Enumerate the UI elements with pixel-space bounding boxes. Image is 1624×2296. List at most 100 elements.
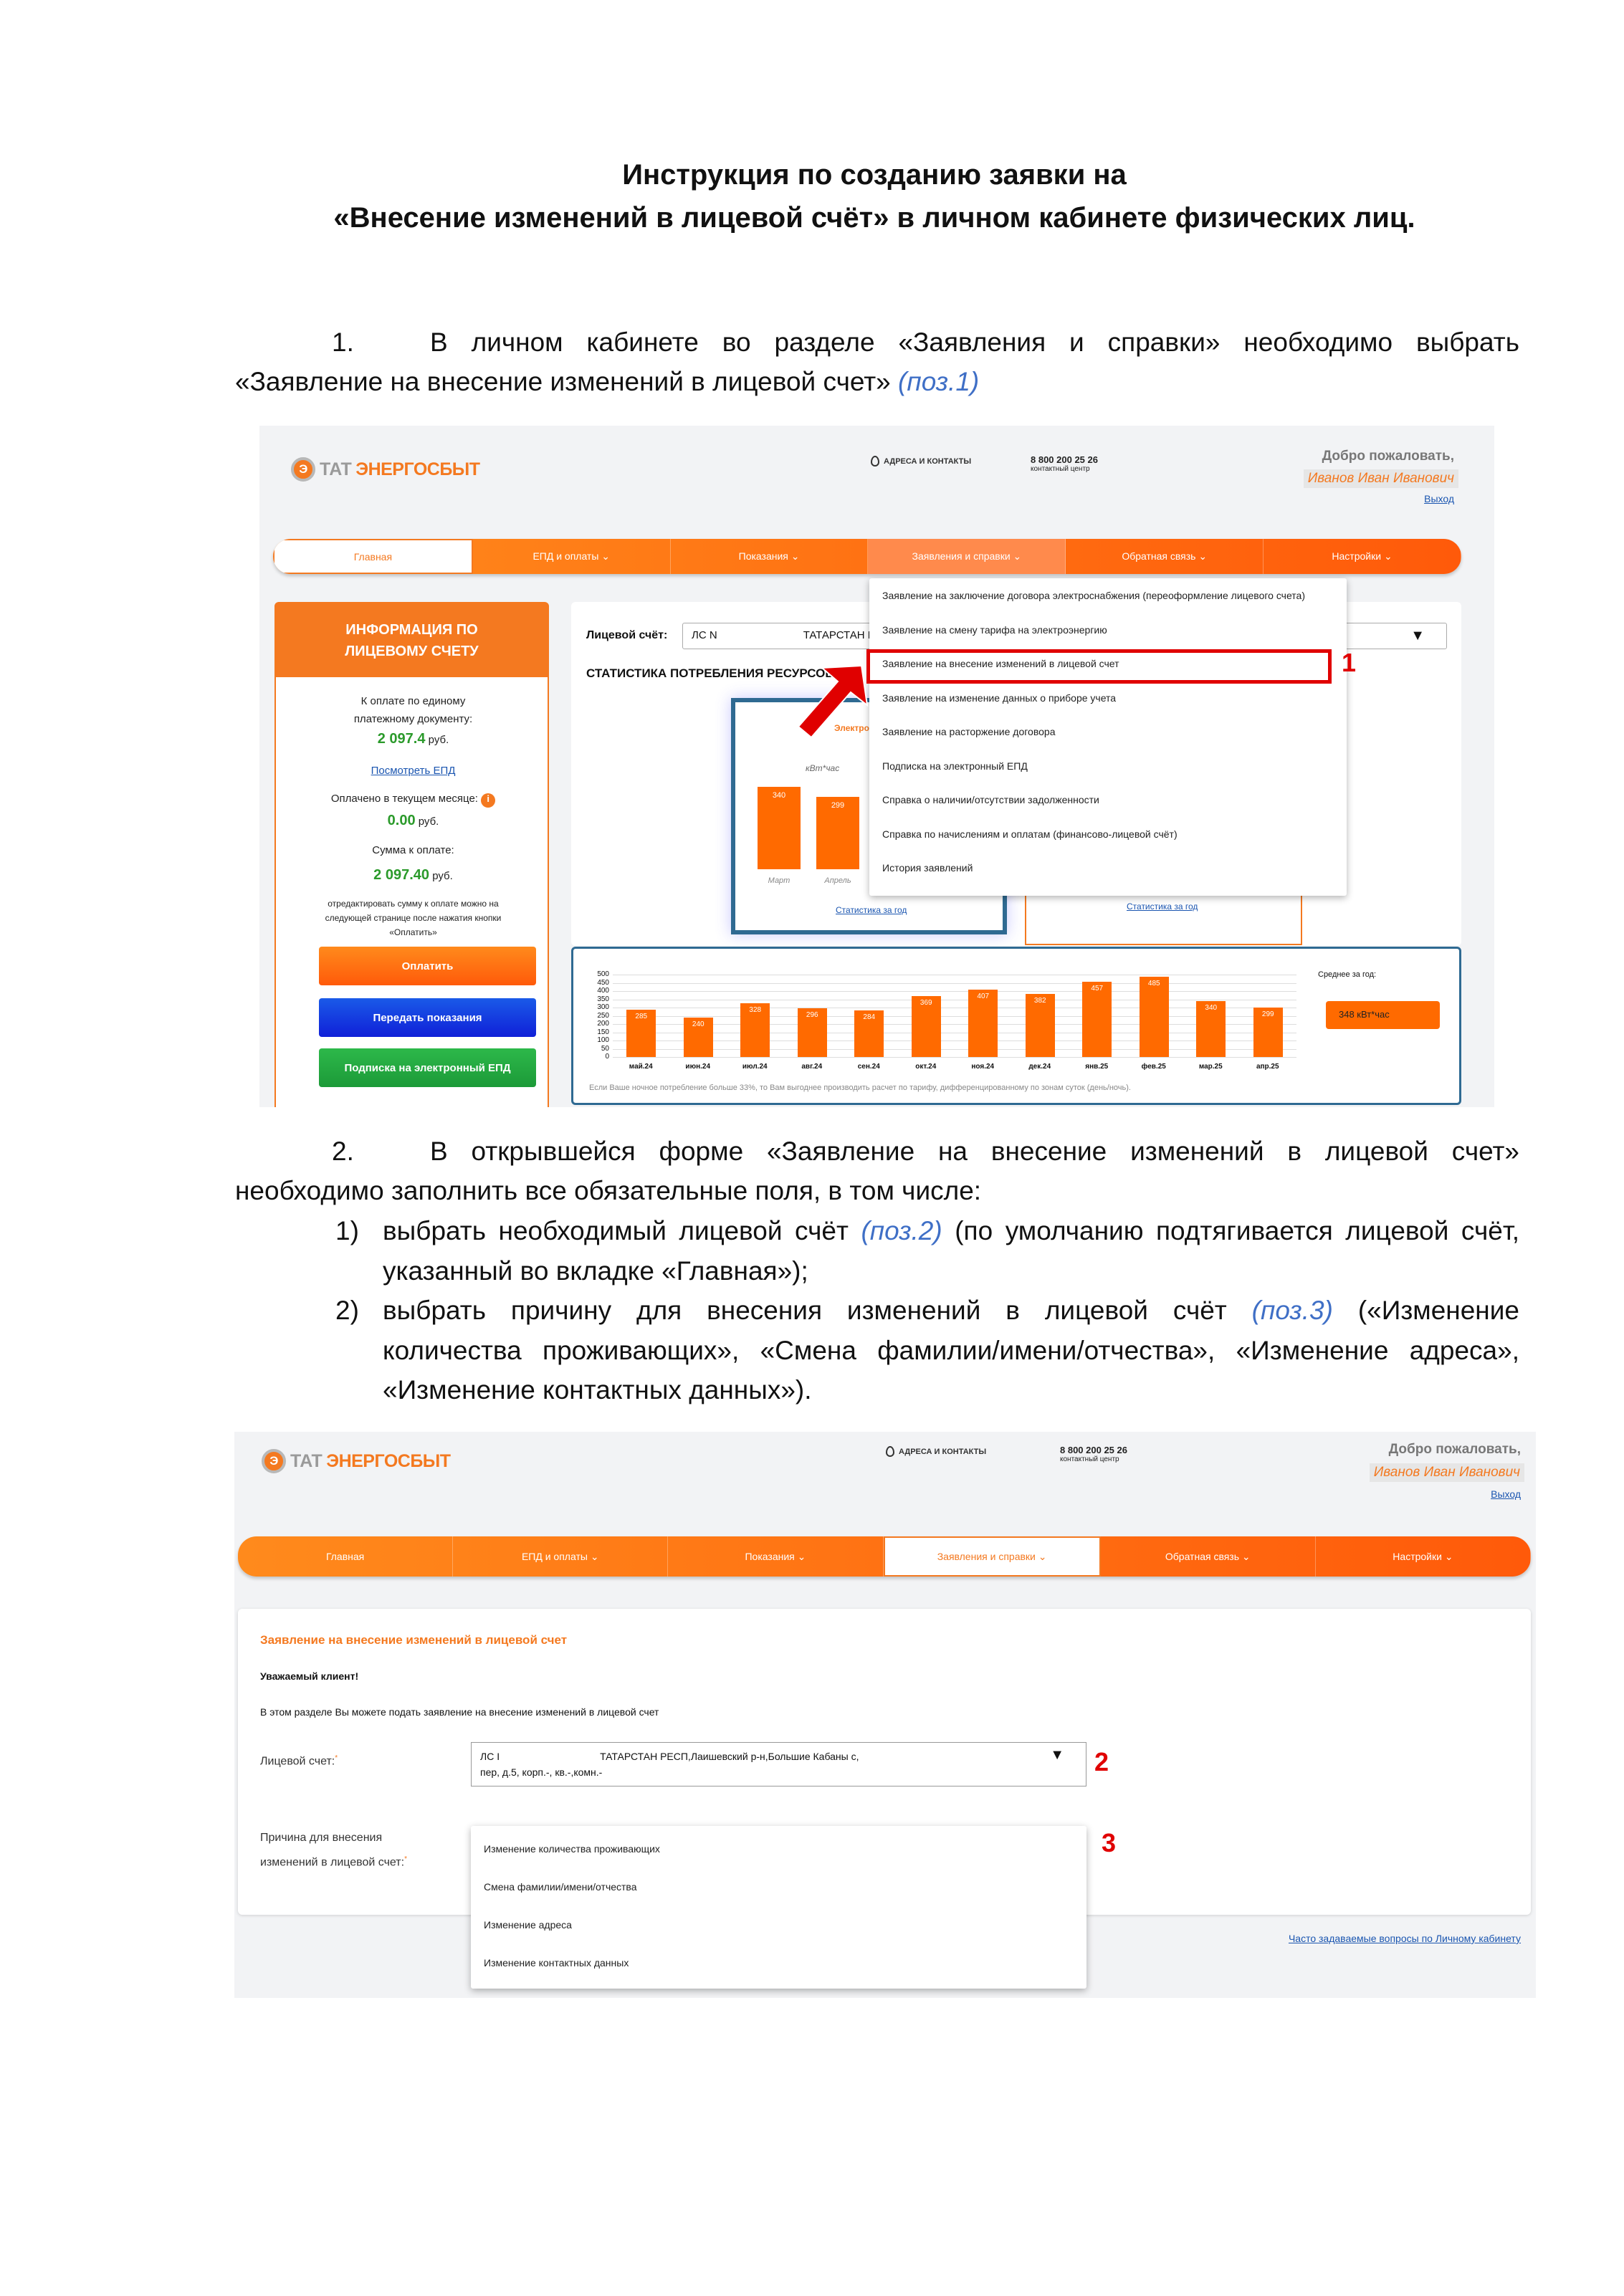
yearly-chart: 0 50 100 150 200 250 300 350 400 450 500 285 май.24 2… <box>591 970 1307 1085</box>
reason-label-2: изменений в лицевой счет: <box>260 1856 405 1869</box>
y-tick-label: 150 <box>597 1028 609 1036</box>
doc-title-line1: Инструкция по созданию заявки на <box>622 159 1127 191</box>
menu-item[interactable]: Подписка на электронный ЕПД <box>882 760 1028 772</box>
logo-mark-icon: Э <box>262 1449 286 1473</box>
nav-readings[interactable]: Показания ⌄ <box>671 539 869 574</box>
item2-line1: выбрать причину для внесения изменений в… <box>383 1296 1519 1326</box>
step1-text: «Заявление на внесение изменений в лицев… <box>235 367 891 396</box>
menu-item[interactable]: Заявление на изменение данных о приборе … <box>882 692 1117 704</box>
nav-home[interactable]: Главная <box>273 539 473 574</box>
item2-text-post: («Изменение <box>1332 1296 1519 1325</box>
required-mark: * <box>335 1754 338 1762</box>
pay-button[interactable]: Оплатить <box>319 947 536 985</box>
edit-note-3: «Оплатить» <box>389 927 437 937</box>
x-tick-label: авг.24 <box>801 1063 823 1071</box>
gridline <box>613 982 1296 984</box>
logo-mark-icon: Э <box>291 457 315 482</box>
y-tick-label: 300 <box>597 1003 609 1011</box>
marker-3: 3 <box>1102 1828 1117 1857</box>
nav-applications[interactable]: Заявления и справки ⌄ <box>883 1536 1101 1577</box>
logout-link[interactable]: Выход <box>1491 1488 1521 1500</box>
logo: Э ТАТ ЭНЕРГОСБЫТ <box>262 1449 451 1473</box>
x-tick-label: янв.25 <box>1085 1063 1109 1071</box>
gridline <box>613 1057 1296 1058</box>
reason-option[interactable]: Изменение контактных данных <box>484 1957 629 1969</box>
account-value: ЛС N <box>692 629 717 641</box>
item1-text: выбрать необходимый лицевой счёт <box>383 1216 861 1245</box>
marker-2: 2 <box>1094 1747 1109 1776</box>
night-usage-footnote: Если Ваше ночное потребление больше 33%,… <box>589 1084 1131 1092</box>
user-name: Иванов Иван Иванович <box>1303 469 1458 488</box>
screenshot-form: Э ТАТ ЭНЕРГОСБЫТ АДРЕСА И КОНТАКТЫ 8 800 2… <box>234 1432 1536 1998</box>
nav-readings[interactable]: Показания ⌄ <box>668 1536 884 1577</box>
nav-home[interactable]: Главная <box>238 1536 454 1577</box>
reason-option[interactable]: Смена фамилии/имени/отчества <box>484 1881 637 1893</box>
currency: руб. <box>418 815 439 828</box>
chart-bar: 340 <box>1196 1000 1226 1057</box>
subscribe-epd-button[interactable]: Подписка на электронный ЕПД <box>319 1048 536 1087</box>
nav-feedback[interactable]: Обратная связь ⌄ <box>1066 539 1264 574</box>
form-title: Заявление на внесение изменений в лицево… <box>260 1633 568 1647</box>
x-tick-label: мар.25 <box>1198 1063 1223 1071</box>
due-label-2: платежному документу: <box>353 713 473 725</box>
menu-item[interactable]: Заявление на внесение изменений в лицево… <box>882 658 1119 669</box>
nav-settings[interactable]: Настройки ⌄ <box>1316 1536 1531 1577</box>
menu-item[interactable]: Справка о наличии/отсутствии задолженнос… <box>882 794 1099 805</box>
step1-number: 1. <box>332 327 354 357</box>
nav-applications[interactable]: Заявления и справки ⌄ <box>868 539 1066 574</box>
logo-text-1: ТАТ <box>290 1450 323 1471</box>
addresses-label: АДРЕСА И КОНТАКТЫ <box>884 456 972 466</box>
account-label-text: Лицевой счет: <box>260 1755 335 1768</box>
x-tick-label: сен.24 <box>857 1063 880 1071</box>
nav-epd[interactable]: ЕПД и оплаты ⌄ <box>453 1536 669 1577</box>
reason-dropdown: Изменение количества проживающих Смена фа… <box>471 1826 1086 1989</box>
y-tick-label: 500 <box>597 970 609 978</box>
year-stats-link[interactable]: Статистика за год <box>836 905 907 915</box>
account-address: ТАТАРСТАН Р <box>803 629 875 641</box>
addresses-link[interactable]: АДРЕСА И КОНТАКТЫ <box>886 1446 986 1457</box>
menu-item[interactable]: Справка по начислениям и оплатам (финанс… <box>882 828 1178 840</box>
card-unit: кВт*час <box>806 763 840 773</box>
card-resource: Электро <box>834 723 869 733</box>
location-pin-icon <box>886 1446 894 1457</box>
reason-option[interactable]: Изменение количества проживающих <box>484 1843 660 1855</box>
x-tick-label: май.24 <box>629 1063 653 1071</box>
paid-amount: 0.00 руб. <box>276 813 550 829</box>
menu-item[interactable]: История заявлений <box>882 862 973 874</box>
view-epd-link[interactable]: Посмотреть ЕПД <box>371 765 456 777</box>
chart-bar: 485 <box>1139 977 1169 1057</box>
nav-epd[interactable]: ЕПД и оплаты ⌄ <box>473 539 671 574</box>
stats-title: СТАТИСТИКА ПОТРЕБЛЕНИЯ РЕСУРСОВ <box>586 666 834 680</box>
x-tick-label: фев.25 <box>1141 1063 1166 1071</box>
x-tick-label: окт.24 <box>915 1063 937 1071</box>
card-bar-label: Апрель <box>824 876 851 885</box>
reason-label: Причина для внесения изменений в лицевой … <box>260 1827 407 1873</box>
nav-settings[interactable]: Настройки ⌄ <box>1264 539 1461 574</box>
info-icon[interactable]: i <box>481 793 496 808</box>
year-stats-link-2[interactable]: Статистика за год <box>1127 901 1198 912</box>
avg-label: Среднее за год: <box>1318 970 1377 979</box>
submit-readings-button[interactable]: Передать показания <box>319 998 536 1037</box>
logo-text-1: ТАТ <box>320 459 352 479</box>
ref-pos3: (поз.3) <box>1251 1296 1333 1325</box>
menu-item[interactable]: Заявление на заключение договора электро… <box>882 590 1305 601</box>
nav-feedback[interactable]: Обратная связь ⌄ <box>1101 1536 1316 1577</box>
faq-link[interactable]: Часто задаваемые вопросы по Личному каби… <box>1288 1933 1521 1944</box>
location-pin-icon <box>871 456 879 467</box>
y-tick-label: 350 <box>597 995 609 1003</box>
reason-option[interactable]: Изменение адреса <box>484 1919 572 1931</box>
addresses-link[interactable]: АДРЕСА И КОНТАКТЫ <box>871 456 971 467</box>
sum-amount: 2 097.40 руб. <box>276 867 550 884</box>
addresses-label: АДРЕСА И КОНТАКТЫ <box>899 1447 987 1456</box>
logo: Э ТАТ ЭНЕРГОСБЫТ <box>291 457 480 482</box>
card-bar-label: Март <box>768 876 790 885</box>
menu-item[interactable]: Заявление на смену тарифа на электроэнер… <box>882 623 1107 636</box>
menu-item[interactable]: Заявление на расторжение договора <box>882 726 1056 737</box>
screenshot-dashboard: Э ТАТ ЭНЕРГОСБЫТ АДРЕСА И КОНТАКТЫ 8 800 2… <box>259 426 1494 1107</box>
chart-bar: 285 <box>626 1010 656 1057</box>
account-line1: ЛС I ТАТАРСТАН РЕСП,Лаишевский р-н,Больши… <box>480 1749 1077 1764</box>
logout-link[interactable]: Выход <box>1424 493 1454 504</box>
account-select[interactable]: ЛС I ТАТАРСТАН РЕСП,Лаишевский р-н,Больши… <box>471 1742 1086 1786</box>
doc-title-line2: «Внесение изменений в лицевой счёт» в ли… <box>333 202 1415 234</box>
greeting: Уважаемый клиент! <box>260 1670 359 1682</box>
